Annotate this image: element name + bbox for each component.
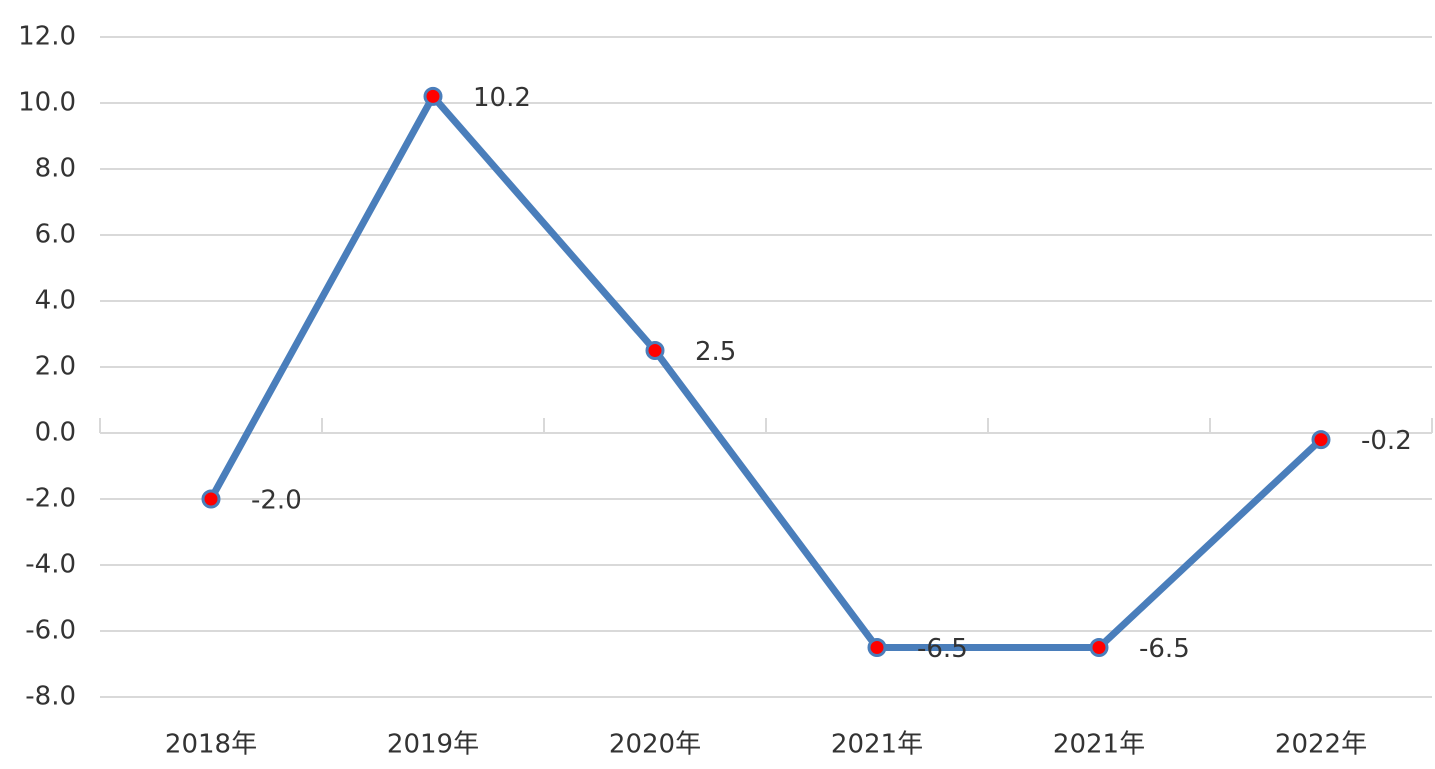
y-tick-label: 12.0 (18, 22, 76, 52)
x-tick-label: 2018年 (165, 730, 257, 760)
data-label: -2.0 (251, 486, 302, 516)
point (1089, 638, 1109, 657)
x-tick-label: 2022年 (1275, 730, 1367, 760)
point (423, 86, 443, 106)
y-tick-label: 8.0 (35, 154, 76, 184)
y-tick-label: -6.0 (25, 616, 76, 646)
point (867, 638, 887, 657)
y-tick-label: -8.0 (25, 682, 76, 712)
data-label: 2.5 (695, 337, 736, 367)
point (201, 489, 221, 509)
data-label: -6.5 (1139, 634, 1190, 664)
x-tick-label: 2021年 (831, 730, 923, 760)
x-tick-label: 2021年 (1053, 730, 1145, 760)
y-tick-label: 6.0 (35, 220, 76, 250)
x-tick-label: 2019年 (387, 730, 479, 760)
y-tick-label: 10.0 (18, 88, 76, 118)
y-tick-label: -2.0 (25, 484, 76, 514)
y-tick-label: -4.0 (25, 550, 76, 580)
data-label: 10.2 (473, 83, 531, 113)
line (207, 92, 1324, 651)
x-tick-label: 2020年 (609, 730, 701, 760)
y-tick-label: 0.0 (35, 418, 76, 448)
y-tick-label: 2.0 (35, 352, 76, 382)
data-label: -0.2 (1361, 426, 1412, 456)
point (645, 341, 665, 360)
data-label: -6.5 (917, 634, 968, 664)
y-tick-label: 4.0 (35, 286, 76, 316)
point (1311, 430, 1331, 450)
